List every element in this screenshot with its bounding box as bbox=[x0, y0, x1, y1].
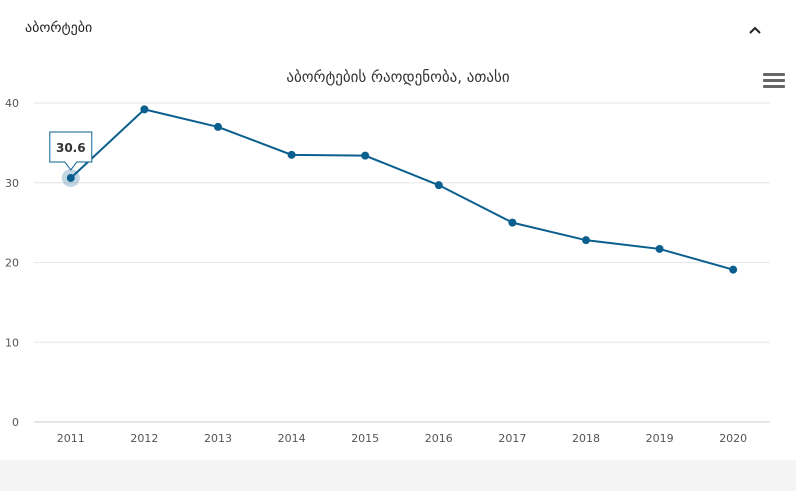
x-tick-label: 2015 bbox=[351, 432, 379, 445]
data-point bbox=[214, 122, 222, 131]
x-tick-label: 2016 bbox=[425, 432, 453, 445]
y-tick-label: 40 bbox=[5, 97, 19, 110]
panel: აბორტები აბორტების რაოდენობა, ათასი 0 10 2… bbox=[0, 0, 796, 460]
x-tick-label: 2012 bbox=[130, 432, 158, 445]
y-tick-label: 30 bbox=[5, 177, 19, 190]
x-tick-label: 2013 bbox=[204, 432, 232, 445]
data-point bbox=[434, 181, 443, 190]
chart-title: აბორტების რაოდენობა, ათასი bbox=[286, 68, 510, 86]
x-tick-label: 2020 bbox=[719, 432, 747, 445]
panel-header[interactable]: აბორტები bbox=[0, 0, 796, 56]
data-point bbox=[140, 105, 149, 114]
y-tick-label: 10 bbox=[5, 336, 19, 349]
data-point bbox=[582, 236, 590, 245]
x-tick-label: 2011 bbox=[57, 432, 85, 445]
x-tick-label: 2014 bbox=[278, 432, 306, 445]
data-point bbox=[66, 173, 75, 182]
x-tick-label: 2017 bbox=[498, 432, 526, 445]
data-point bbox=[655, 244, 664, 253]
chevron-up-icon bbox=[749, 26, 761, 34]
data-point bbox=[508, 218, 517, 227]
tooltip-box bbox=[49, 131, 93, 171]
tooltip-value: 30.6 bbox=[56, 141, 86, 155]
collapse-button[interactable] bbox=[742, 18, 768, 42]
panel-title: აბორტები bbox=[25, 20, 93, 36]
data-point bbox=[287, 150, 296, 159]
data-point bbox=[729, 265, 738, 274]
x-tick-label: 2018 bbox=[572, 432, 600, 445]
y-tick-label: 20 bbox=[5, 257, 19, 270]
y-tick-label: 0 bbox=[12, 416, 19, 429]
chart-container: აბორტების რაოდენობა, ათასი 0 10 20 30 40 2011… bbox=[0, 56, 796, 460]
chart-menu-button[interactable] bbox=[763, 73, 785, 93]
data-point bbox=[361, 151, 370, 160]
hamburger-menu-icon bbox=[763, 73, 785, 76]
series-line bbox=[70, 108, 734, 271]
x-tick-label: 2019 bbox=[646, 432, 674, 445]
line-chart: 0 10 20 30 40 2011 2012 2013 2014 2015 2016 2017 201… bbox=[5, 97, 770, 445]
